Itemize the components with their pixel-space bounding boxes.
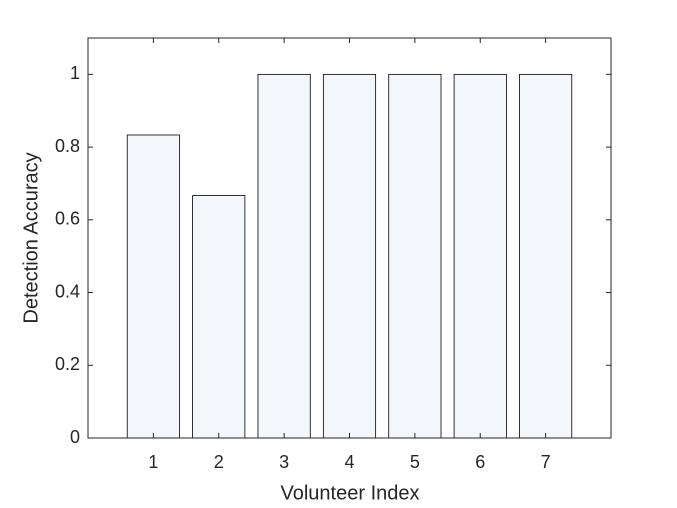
bar [519, 73, 573, 439]
x-tick-label: 7 [541, 452, 551, 472]
y-tick-label: 0.2 [55, 354, 80, 374]
y-tick-label: 0.4 [55, 281, 80, 301]
x-tick-label: 5 [410, 452, 420, 472]
y-tick-label: 1 [70, 63, 80, 83]
bar [322, 73, 377, 439]
bar [126, 134, 180, 439]
x-tick-label: 3 [279, 452, 289, 472]
bar [388, 73, 442, 439]
x-tick-label: 1 [148, 452, 158, 472]
x-tick-label: 6 [475, 452, 485, 472]
y-axis-label: Detection Accuracy [20, 152, 42, 323]
x-tick-label: 2 [214, 452, 224, 472]
x-tick-label: 4 [344, 452, 354, 472]
y-tick-label: 0.6 [55, 209, 80, 229]
y-tick-label: 0 [70, 427, 80, 447]
x-axis-label: Volunteer Index [281, 482, 420, 504]
bar [257, 73, 311, 439]
bar [453, 73, 507, 439]
bar [192, 195, 246, 439]
y-tick-label: 0.8 [55, 136, 80, 156]
